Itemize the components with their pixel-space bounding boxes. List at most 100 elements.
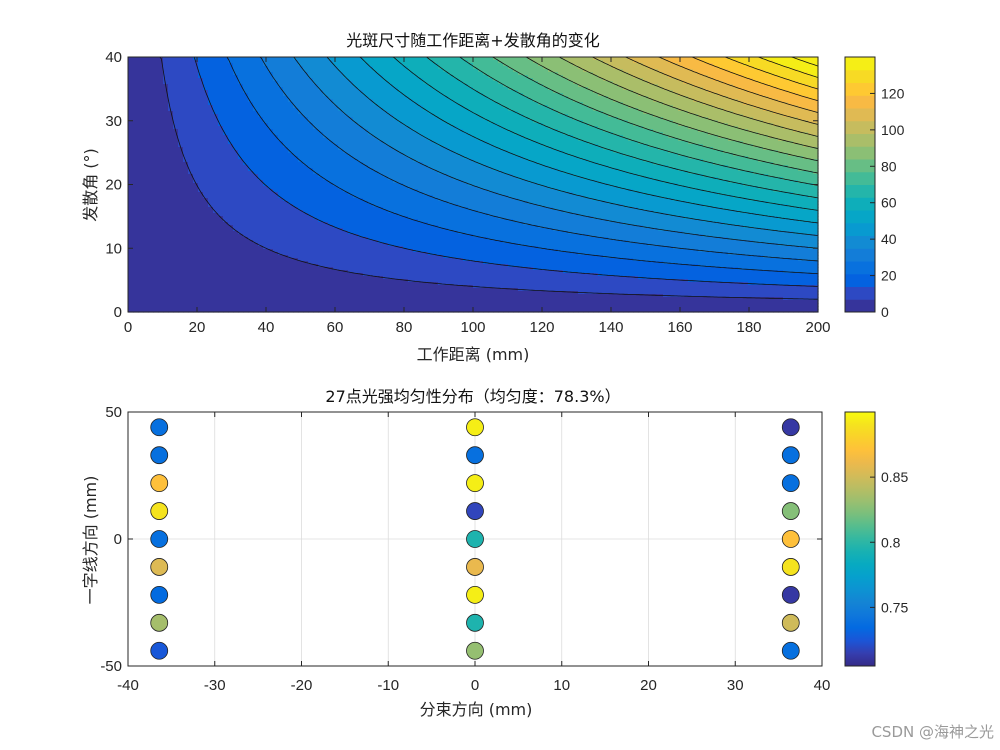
contour-cell [228,78,234,82]
contour-cell [153,75,159,79]
contour-cell [508,117,514,121]
contour-cell [153,81,159,85]
contour-cell [608,120,614,124]
contour-cell [263,108,269,112]
contour-cell [618,72,624,76]
contour-cell [223,123,229,127]
contour-cell [323,87,329,91]
contour-cell [538,60,544,64]
contour-cell [368,105,374,109]
contour-cell [493,81,499,85]
contour-cell [523,135,529,139]
contour-cell [563,96,569,100]
contour-cell [438,105,444,109]
contour-cell [248,111,254,115]
contour-cell [393,72,399,76]
contour-cell [533,90,539,94]
contour-cell [413,75,419,79]
contour-cell [663,75,669,79]
contour-cell [608,111,614,115]
contour-cell [453,123,459,127]
contour-cell [383,135,389,139]
contour-cell [798,78,804,82]
contour-cell [463,75,469,79]
contour-cell [648,120,654,124]
contour-cell [158,129,164,133]
contour-cell [598,102,604,106]
contour-cell [253,75,259,79]
contour-cell [743,132,749,136]
contour-cell [138,90,144,94]
contour-cell [613,72,619,76]
contour-cell [803,126,809,130]
contour-cell [313,84,319,88]
contour-cell [553,57,559,61]
contour-cell [568,105,574,109]
contour-cell [363,63,369,67]
contour-cell [248,123,254,127]
contour-cell [193,57,199,61]
contour-cell [668,72,674,76]
contour-cell [553,114,559,118]
contour-cell [723,117,729,121]
contour-cell [183,117,189,121]
contour-cell [403,105,409,109]
contour-cell [593,93,599,97]
contour-cell [473,114,479,118]
contour-cell [278,81,284,85]
contour-cell [538,66,544,70]
contour-cell [568,87,574,91]
contour-cell [768,75,774,79]
contour-cell [493,99,499,103]
contour-cell [213,93,219,97]
contour-cell [343,129,349,133]
contour-cell [763,57,769,61]
contour-cell [443,75,449,79]
contour-cell [653,126,659,130]
contour-cell [283,75,289,79]
contour-cell [613,105,619,109]
contour-cell [248,84,254,88]
contour-cell [558,63,564,67]
contour-cell [368,129,374,133]
contour-cell [433,108,439,112]
contour-cell [578,72,584,76]
contour-cell [288,60,294,64]
contour-cell [523,87,529,91]
contour-cell [208,105,214,109]
contour-cell [763,66,769,70]
contour-cell [388,81,394,85]
contour-cell [438,102,444,106]
contour-cell [723,75,729,79]
contour-cell [513,84,519,88]
contour-cell [188,96,194,100]
contour-cell [138,96,144,100]
contour-cell [663,126,669,130]
contour-cell [768,93,774,97]
contour-cell [608,63,614,67]
contour-cell [153,96,159,100]
contour-cell [683,114,689,118]
contour-cell [308,96,314,100]
contour-cell [693,87,699,91]
contour-cell [413,63,419,67]
contour-cell [733,57,739,61]
contour-cell [813,57,819,61]
contour-cell [138,75,144,79]
contour-cell [358,66,364,70]
contour-cell [663,84,669,88]
contour-cell [778,132,784,136]
contour-cell [678,111,684,115]
contour-cell [468,123,474,127]
contour-cell [693,78,699,82]
contour-cell [468,69,474,73]
contour-cell [798,102,804,106]
contour-cell [333,111,339,115]
contour-cell [528,57,534,61]
contour-cell [258,132,264,136]
contour-cell [273,114,279,118]
contour-cell [783,132,789,136]
contour-cell [353,111,359,115]
contour-cell [648,69,654,73]
contour-cell [358,57,364,61]
